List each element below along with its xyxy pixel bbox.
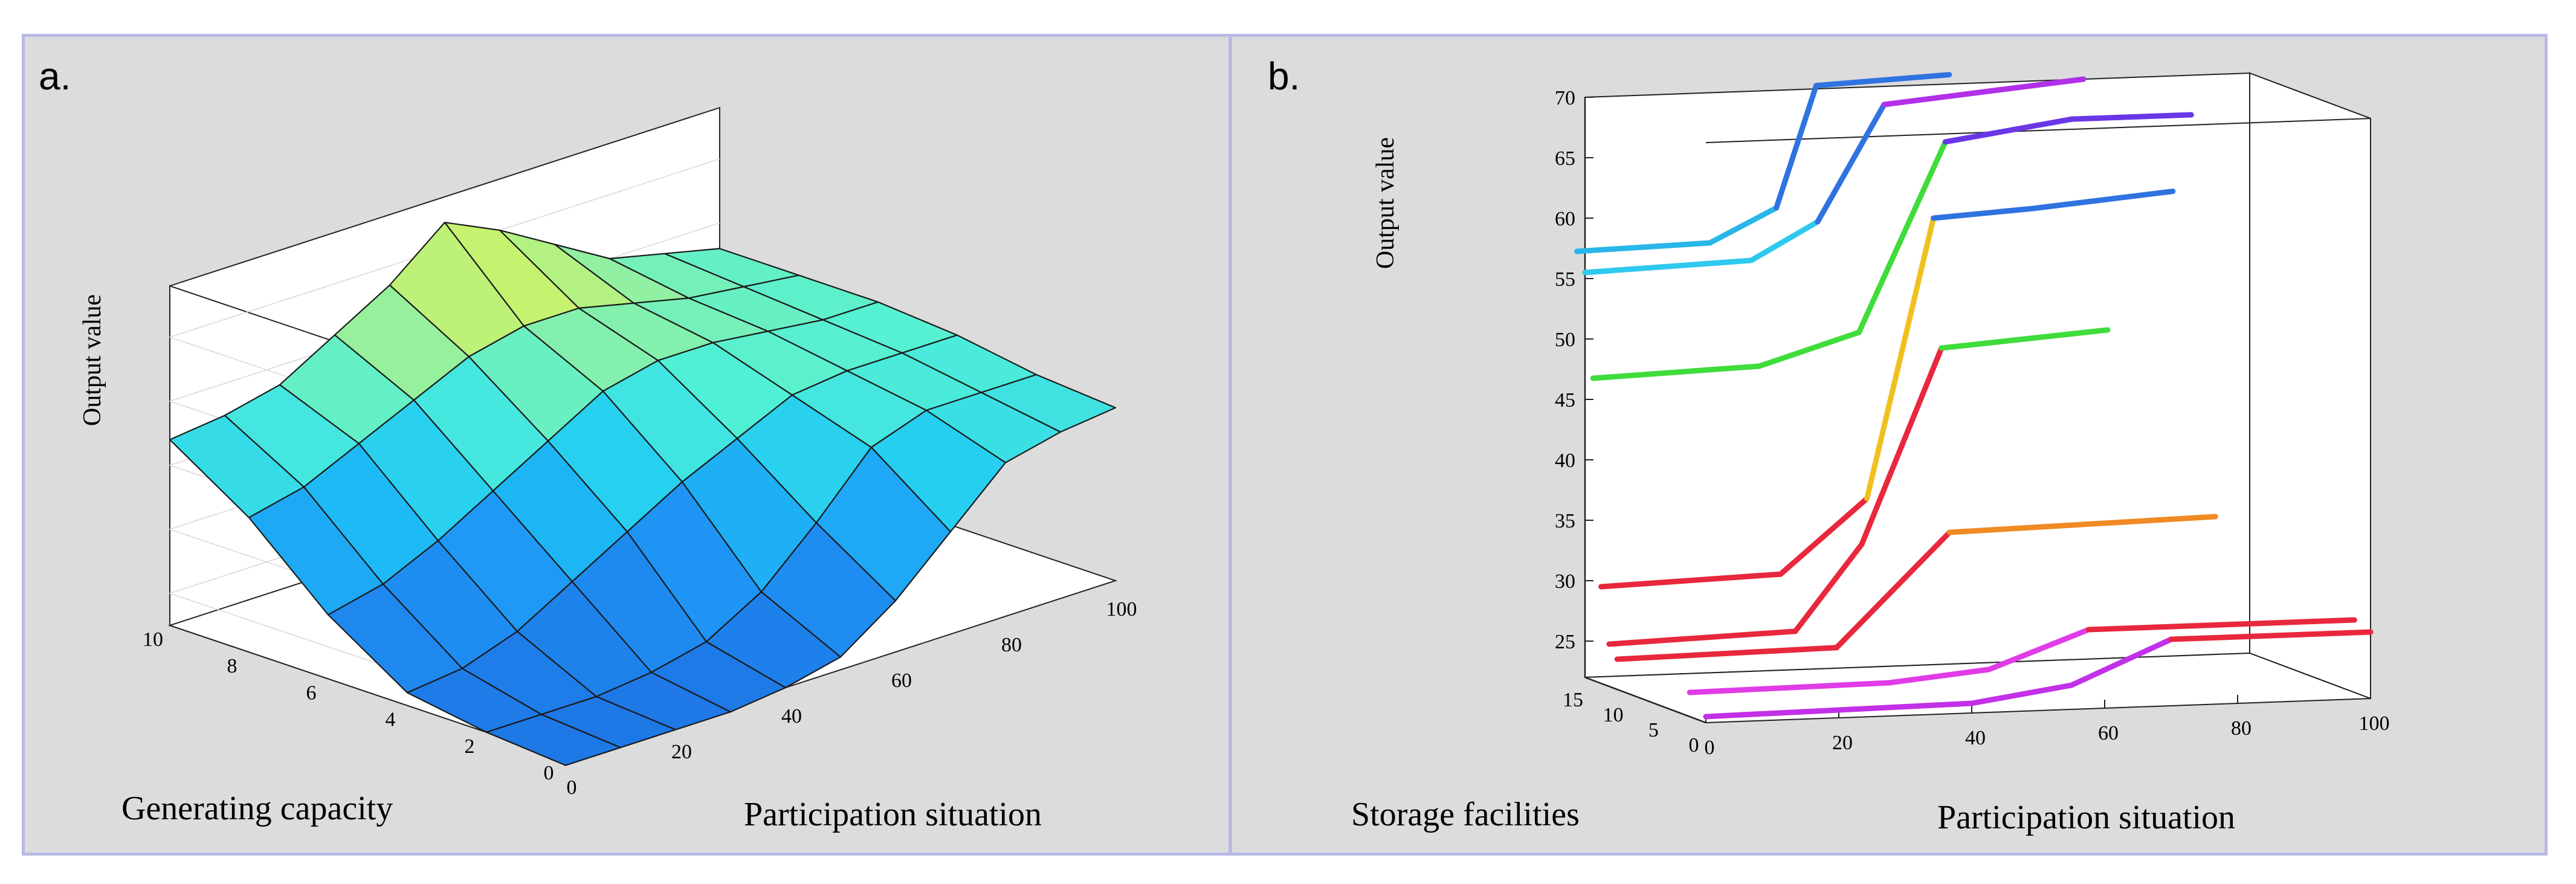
- series-segment: [1942, 116, 2074, 145]
- series-segment: [1969, 682, 2074, 706]
- series-segment: [1774, 83, 1819, 211]
- panel-b-line-chart: 25 30 35 40 45 50 55 60 65 70 0 20 40 60 80 100 0 5 10 15 b…: [1268, 54, 2390, 836]
- y-tick-label: 15: [1563, 689, 1583, 711]
- series-segment: [1748, 219, 1821, 263]
- x-tick-label: 100: [1106, 598, 1137, 621]
- x-tick-label: 0: [1705, 737, 1715, 759]
- series-segment: [2068, 636, 2174, 688]
- x-tick-label: 20: [1832, 732, 1853, 754]
- panel-a-zlabel: Output value: [79, 294, 106, 426]
- series-segment: [1792, 541, 1865, 634]
- y-tick-label: 8: [227, 655, 237, 677]
- z-tick-label: 35: [1555, 510, 1575, 532]
- z-tick-label: 40: [1555, 450, 1575, 472]
- panel-a-ylabel: Generating capacity: [121, 790, 393, 827]
- y-tick-label: 6: [306, 682, 317, 704]
- y-tick-label: 10: [1603, 704, 1624, 726]
- surface-patch: [980, 373, 1117, 433]
- series-segment: [1833, 529, 1952, 651]
- z-tick-label: 30: [1555, 570, 1575, 593]
- z-tick-label: 45: [1555, 389, 1575, 411]
- z-axis-line: [1584, 97, 1706, 724]
- y-tick-label: 2: [465, 735, 475, 758]
- x-tick-label: 80: [1001, 634, 1022, 656]
- series-segment: [1606, 628, 1798, 647]
- y-tick-label: 10: [143, 628, 163, 651]
- back-wall: [1584, 72, 2250, 679]
- series-segment: [1703, 700, 1975, 720]
- series-segment: [1986, 627, 2091, 673]
- y-tick-label: 0: [1689, 734, 1699, 757]
- panel-a-label: a.: [39, 54, 71, 98]
- series-segment: [1778, 495, 1870, 577]
- z-tick-label: 55: [1555, 268, 1575, 291]
- y-tick-label: 0: [544, 762, 554, 784]
- x-tick-label: 0: [567, 776, 577, 799]
- series-segment: [1598, 571, 1784, 590]
- x-tick-label: 20: [671, 741, 692, 763]
- series-segment: [1931, 205, 2036, 221]
- panel-b-xlabel: Participation situation: [1937, 799, 2235, 836]
- series-segment: [1859, 345, 1945, 547]
- x-tick-label: 60: [2098, 722, 2119, 744]
- x-tick-label: 100: [2359, 712, 2390, 735]
- series-segment: [1864, 215, 1937, 502]
- panel-divider: [1228, 34, 1232, 856]
- panel-b-ylabel: Storage facilities: [1351, 796, 1580, 833]
- series-segment: [1582, 257, 1754, 276]
- z-tick-label: 65: [1555, 147, 1575, 170]
- panel-a-xlabel: Participation situation: [744, 796, 1042, 833]
- series-segment: [1856, 139, 1948, 335]
- z-tick-label: 50: [1555, 329, 1575, 351]
- series-segment: [1813, 72, 1952, 89]
- series-segment: [1614, 645, 1839, 662]
- series-segment: [1946, 514, 2218, 535]
- box-edge: [1705, 117, 2371, 698]
- series-segment: [1815, 102, 1887, 225]
- series-segment: [2168, 629, 2374, 642]
- x-tick-label: 40: [781, 705, 802, 728]
- series-segment: [1938, 327, 2111, 351]
- x-tick-label: 60: [891, 669, 912, 692]
- right-wall: [2249, 72, 2371, 700]
- series-segment: [1886, 666, 1992, 686]
- x-tick-label: 40: [1965, 727, 1986, 749]
- series-segment: [2085, 617, 2357, 633]
- series-segment: [2030, 189, 2176, 211]
- series-segment: [1756, 329, 1862, 369]
- y-tick-label: 4: [386, 709, 396, 731]
- x-tick-label: 80: [2231, 717, 2252, 740]
- panel-b-zlabel: Output value: [1372, 137, 1399, 269]
- z-tick-label: 60: [1555, 208, 1575, 230]
- series-segment: [1687, 680, 1892, 695]
- series-segment: [1590, 363, 1762, 381]
- z-tick-label: 70: [1555, 87, 1575, 109]
- panel-a-surface-chart: 30405060700204060801000246810 a. Output …: [39, 54, 1137, 833]
- series-segment: [1707, 205, 1780, 246]
- panel-b-label: b.: [1268, 54, 1300, 98]
- series-segment: [1574, 240, 1713, 254]
- series-segment: [1881, 76, 2087, 108]
- series-segment: [2068, 112, 2194, 122]
- z-tick-label: 25: [1555, 631, 1575, 653]
- y-tick-label: 5: [1648, 719, 1659, 741]
